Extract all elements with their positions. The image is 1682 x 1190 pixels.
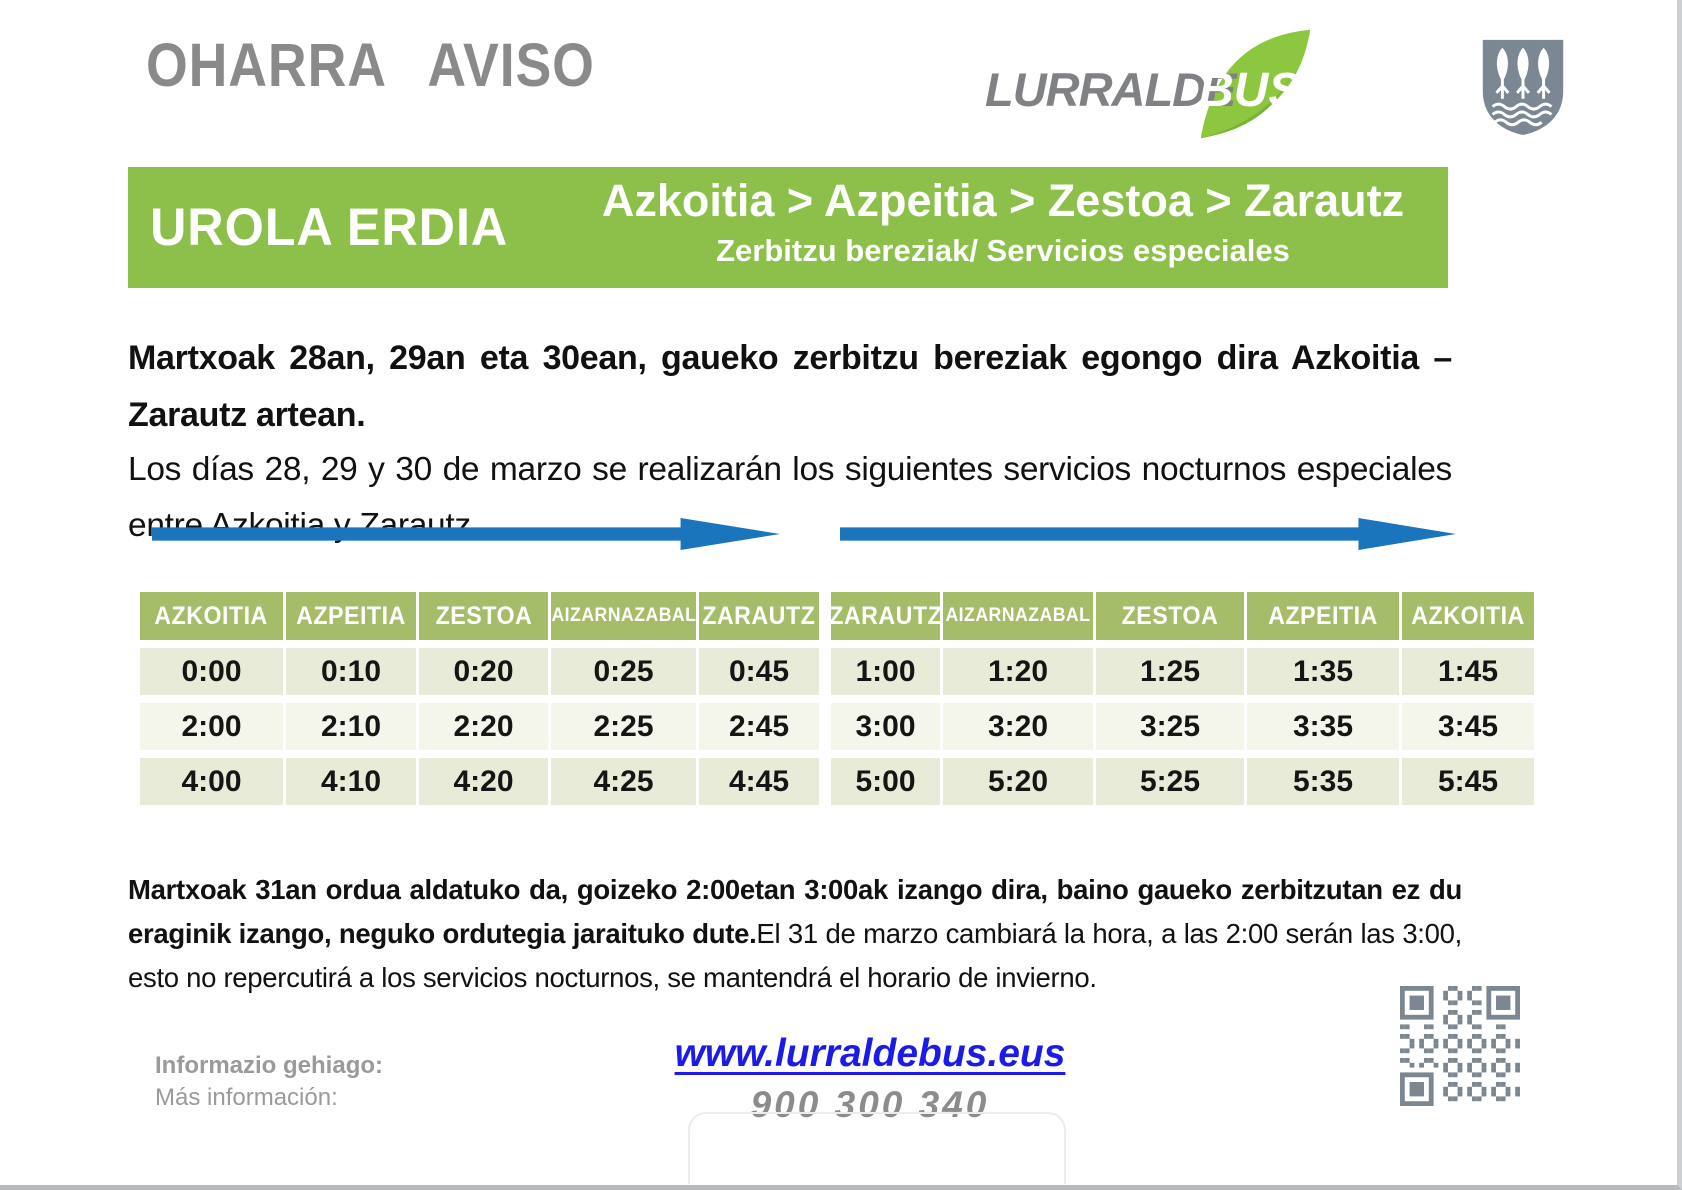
time-cell: 5:35	[1247, 758, 1399, 805]
stop-header-cell: ZARAUTZ	[699, 592, 819, 640]
timetable-outbound: AZKOITIA AZPEITIA ZESTOA AIZARNAZABAL ZARAUT…	[140, 592, 819, 805]
stop-header-cell: ZESTOA	[1096, 592, 1244, 640]
note-basque: Martxoak 31an ordua aldatuko da, goizeko…	[128, 873, 1462, 949]
qr-code	[1400, 986, 1520, 1106]
phone-number: 900 300 340	[750, 1084, 990, 1125]
time-change-note: Martxoak 31an ordua aldatuko da, goizeko…	[128, 868, 1462, 1000]
time-cell: 1:35	[1247, 648, 1399, 695]
time-cell: 5:25	[1096, 758, 1244, 805]
leaf-icon	[1200, 29, 1311, 139]
time-cell: 2:45	[699, 703, 819, 750]
gipuzkoa-coat-of-arms-icon	[1482, 39, 1564, 136]
stop-header-cell: AZPEITIA	[1247, 592, 1399, 640]
time-cell: 4:45	[699, 758, 819, 805]
logo-text-lurralde: LURRALDE	[985, 63, 1236, 116]
time-cell: 3:35	[1247, 703, 1399, 750]
more-info-block: Informazio gehiago: Más información:	[155, 1050, 383, 1115]
intro-spanish: Los días 28, 29 y 30 de marzo se realiza…	[128, 450, 1452, 544]
time-cell: 1:45	[1402, 648, 1534, 695]
time-cell: 0:25	[551, 648, 696, 695]
title-basque: OHARRA	[146, 31, 387, 99]
stop-header-cell: AIZARNAZABAL	[551, 592, 696, 640]
lurraldebus-logo: LURRALDE BUS	[985, 26, 1320, 146]
stop-header-cell: ZARAUTZ	[829, 592, 942, 640]
route-banner: UROLA ERDIA Azkoitia > Azpeitia > Zestoa…	[128, 167, 1448, 288]
time-cell: 0:10	[286, 648, 416, 695]
title-spanish: AVISO	[427, 31, 595, 99]
time-cell: 5:20	[943, 758, 1093, 805]
time-cell: 2:25	[551, 703, 696, 750]
route-subtitle: Zerbitzu bereziak/ Servicios especiales	[716, 233, 1290, 268]
logo-text-bus: BUS	[1199, 64, 1301, 117]
time-cell: 3:00	[831, 703, 940, 750]
time-cell: 4:25	[551, 758, 696, 805]
time-cell: 3:45	[1402, 703, 1534, 750]
region-name: UROLA ERDIA	[150, 198, 509, 257]
more-info-spanish: Más información:	[155, 1084, 338, 1112]
time-cell: 2:10	[286, 703, 416, 750]
time-cell: 1:20	[943, 648, 1093, 695]
time-cell: 0:45	[699, 648, 819, 695]
stop-header-cell: AZKOITIA	[1402, 592, 1534, 640]
intro-basque: Martxoak 28an, 29an eta 30ean, gaueko ze…	[128, 339, 1452, 435]
speech-bubble-outline	[688, 1112, 1066, 1184]
time-cell: 5:00	[831, 758, 940, 805]
time-cell: 1:25	[1096, 648, 1244, 695]
time-cell: 3:20	[943, 703, 1093, 750]
time-cell: 5:45	[1402, 758, 1534, 805]
time-cell: 4:20	[419, 758, 548, 805]
note-spanish: El 31 de marzo cambiará la hora, a las 2…	[128, 917, 1462, 993]
website-link[interactable]: www.lurraldebus.eus	[674, 1032, 1066, 1075]
time-cell: 2:00	[140, 703, 283, 750]
stop-header-cell: AZPEITIA	[286, 592, 416, 640]
stop-header-cell: AZKOITIA	[140, 592, 283, 640]
time-cell: 4:00	[140, 758, 283, 805]
page-title: OHARRA AVISO	[146, 30, 595, 100]
timetable-return: ZARAUTZ AIZARNAZABAL ZESTOA AZPEITIA AZKOITI…	[829, 592, 1534, 805]
return-arrow-icon	[840, 518, 1456, 550]
time-cell: 2:20	[419, 703, 548, 750]
stop-header-cell: AIZARNAZABAL	[943, 592, 1093, 640]
more-info-basque: Informazio gehiago:	[155, 1052, 383, 1079]
time-cell: 3:25	[1096, 703, 1244, 750]
contact-block: www.lurraldebus.eus 900 300 340	[630, 1032, 1110, 1126]
banner-route-block: Azkoitia > Azpeitia > Zestoa > Zarautz Z…	[568, 175, 1438, 269]
route-title: Azkoitia > Azpeitia > Zestoa > Zarautz	[601, 175, 1405, 226]
time-cell: 0:00	[140, 648, 283, 695]
stop-header-cell: ZESTOA	[419, 592, 548, 640]
outbound-arrow-icon	[152, 518, 780, 550]
time-cell: 1:00	[831, 648, 940, 695]
time-cell: 4:10	[286, 758, 416, 805]
time-cell: 0:20	[419, 648, 548, 695]
